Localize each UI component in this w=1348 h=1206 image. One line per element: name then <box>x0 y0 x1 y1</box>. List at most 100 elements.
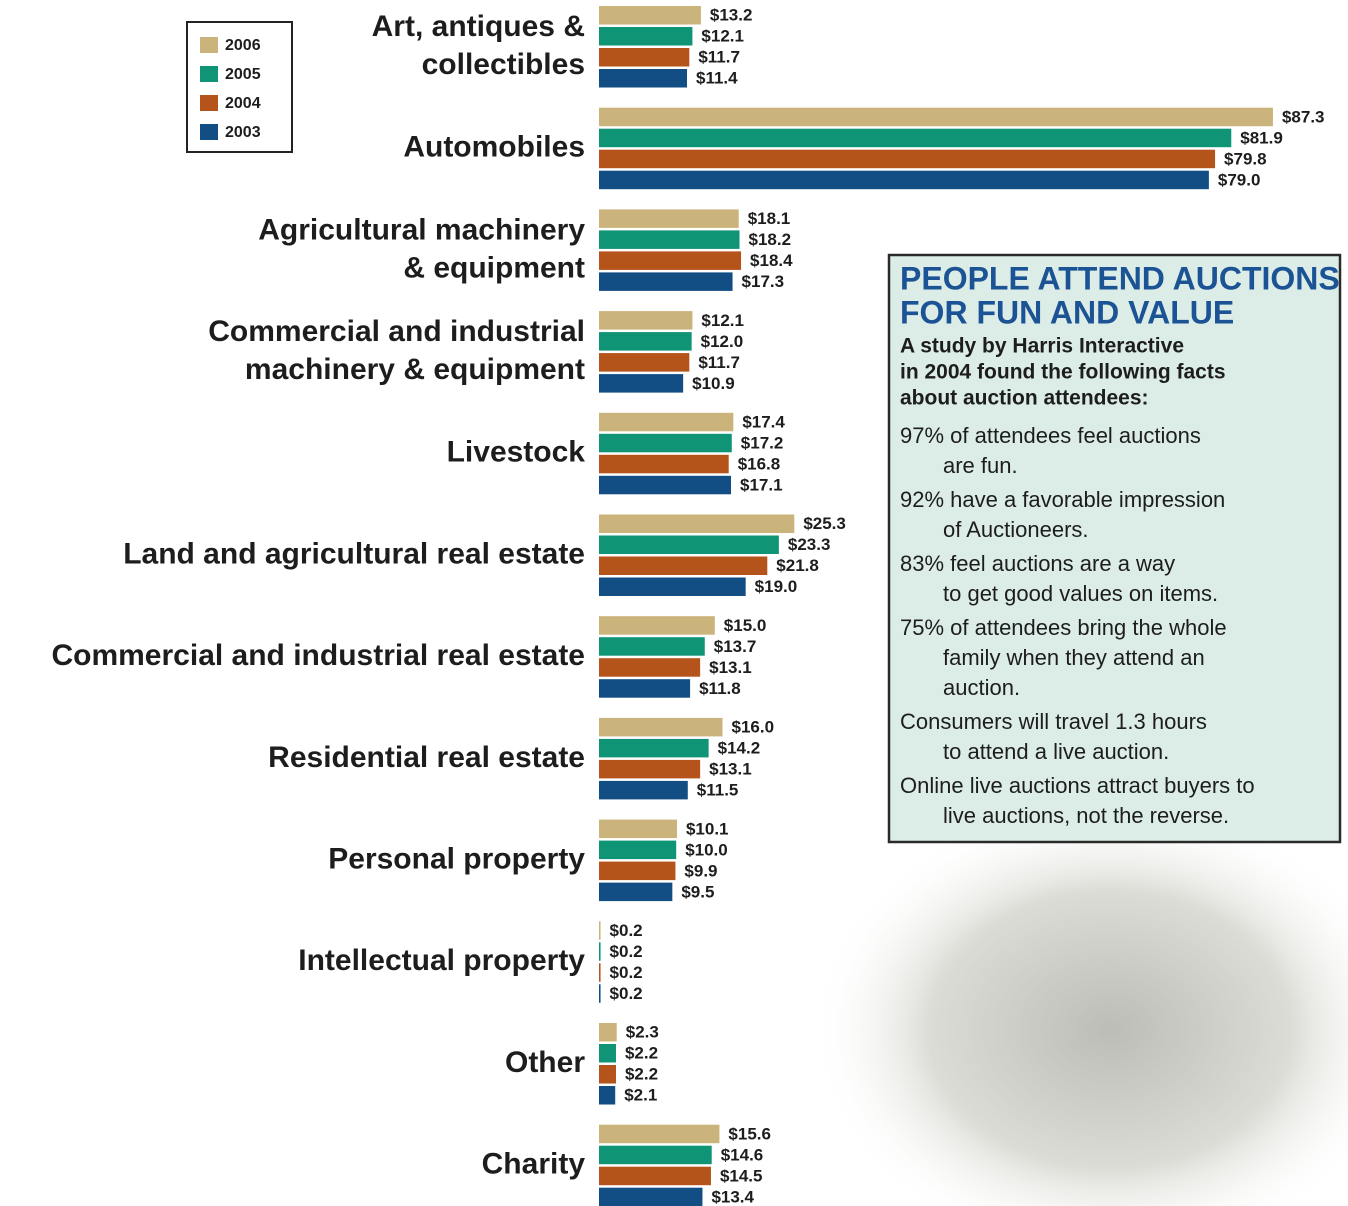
legend-swatch <box>200 95 218 111</box>
value-label: $2.2 <box>625 1044 658 1063</box>
value-label: $13.1 <box>709 760 752 779</box>
value-label: $9.5 <box>681 882 714 901</box>
category-label: collectibles <box>422 48 585 81</box>
value-label: $9.9 <box>684 861 717 880</box>
category-label: Personal property <box>328 843 585 876</box>
money-roll-image <box>810 800 1348 1206</box>
value-label: $12.1 <box>701 27 744 46</box>
sidebar-fact: 83% feel auctions are a way <box>900 551 1175 576</box>
bar <box>599 1125 719 1144</box>
chart: 2006 2005 2004 2003 Art, antiques & collectib… <box>0 0 1348 1206</box>
bar <box>599 209 739 228</box>
value-label: $18.2 <box>749 230 792 249</box>
bar <box>599 455 729 474</box>
value-label: $14.2 <box>718 739 761 758</box>
bar <box>599 1167 711 1186</box>
legend-label: 2006 <box>225 37 261 54</box>
bar <box>599 1146 712 1165</box>
value-label: $19.0 <box>755 577 798 596</box>
bar <box>599 413 733 432</box>
category-label: Other <box>505 1046 585 1079</box>
category-label: Intellectual property <box>298 944 585 977</box>
value-label: $2.3 <box>626 1023 659 1042</box>
sidebar-fact: 92% have a favorable impression <box>900 487 1225 512</box>
value-label: $10.1 <box>686 819 729 838</box>
value-label: $0.2 <box>610 921 643 940</box>
value-label: $87.3 <box>1282 107 1325 126</box>
bar <box>599 1044 616 1063</box>
value-label: $23.3 <box>788 535 831 554</box>
bar <box>599 515 794 534</box>
value-label: $16.8 <box>738 455 781 474</box>
bar <box>599 679 690 698</box>
value-label: $0.2 <box>610 942 643 961</box>
bar <box>599 841 676 860</box>
value-label: $15.6 <box>728 1124 771 1143</box>
value-label: $2.2 <box>625 1065 658 1084</box>
sidebar-title: PEOPLE ATTEND AUCTIONS <box>900 260 1340 296</box>
bar <box>599 658 700 677</box>
bar <box>599 739 709 758</box>
sidebar-fact: 97% of attendees feel auctions <box>900 423 1201 448</box>
sidebar-fact: to get good values on items. <box>943 581 1218 606</box>
value-label: $13.7 <box>714 637 757 656</box>
value-label: $21.8 <box>776 556 819 575</box>
sidebar-intro: in 2004 found the following facts <box>900 361 1226 384</box>
sidebar-fact: live auctions, not the reverse. <box>943 803 1229 828</box>
sidebar-intro: A study by Harris Interactive <box>900 335 1184 358</box>
category-label: Art, antiques & <box>372 10 585 43</box>
value-label: $25.3 <box>803 514 846 533</box>
category-label: & equipment <box>403 251 585 284</box>
bar <box>599 1086 615 1105</box>
bar <box>599 48 689 67</box>
value-label: $10.0 <box>685 840 728 859</box>
value-label: $13.4 <box>711 1187 754 1206</box>
value-label: $11.7 <box>698 48 740 67</box>
legend-label: 2004 <box>225 95 261 112</box>
sidebar-fact: of Auctioneers. <box>943 517 1089 542</box>
category-label: Agricultural machinery <box>258 213 585 246</box>
bar <box>599 272 733 291</box>
value-label: $10.9 <box>692 374 735 393</box>
bar <box>599 637 705 656</box>
bar <box>599 862 675 881</box>
category-label: Livestock <box>447 436 586 469</box>
value-label: $2.1 <box>624 1086 657 1105</box>
legend-label: 2005 <box>225 66 261 83</box>
legend-swatch <box>200 37 218 53</box>
bar <box>599 27 692 46</box>
value-label: $18.4 <box>750 251 793 270</box>
value-label: $11.5 <box>697 781 739 800</box>
sidebar-fact: Online live auctions attract buyers to <box>900 773 1255 798</box>
category-label: Commercial and industrial <box>208 315 585 348</box>
sidebar-fact: 75% of attendees bring the whole <box>900 615 1227 640</box>
bar <box>599 374 683 393</box>
bar <box>599 963 601 982</box>
bar <box>599 69 687 88</box>
category-label: Land and agricultural real estate <box>123 537 585 570</box>
bar <box>599 476 731 495</box>
bar <box>599 718 723 737</box>
category-label: Commercial and industrial real estate <box>51 639 585 672</box>
sidebar-fact: to attend a live auction. <box>943 739 1169 764</box>
bar <box>599 353 689 372</box>
category-label: machinery & equipment <box>245 353 585 386</box>
bar <box>599 108 1273 127</box>
value-label: $13.1 <box>709 658 752 677</box>
value-label: $0.2 <box>610 963 643 982</box>
bar <box>599 150 1215 169</box>
value-label: $15.0 <box>724 616 767 635</box>
legend-label: 2003 <box>225 124 261 141</box>
value-label: $81.9 <box>1240 128 1283 147</box>
sidebar-title: FOR FUN AND VALUE <box>900 294 1234 330</box>
value-label: $17.3 <box>742 272 785 291</box>
bar <box>599 129 1231 148</box>
bar <box>599 1023 617 1042</box>
bar <box>599 578 746 597</box>
value-label: $13.2 <box>710 6 753 25</box>
value-label: $79.0 <box>1218 170 1261 189</box>
category-label: Residential real estate <box>268 741 585 774</box>
bar <box>599 984 601 1003</box>
bar <box>599 1065 616 1084</box>
value-label: $17.2 <box>741 434 784 453</box>
